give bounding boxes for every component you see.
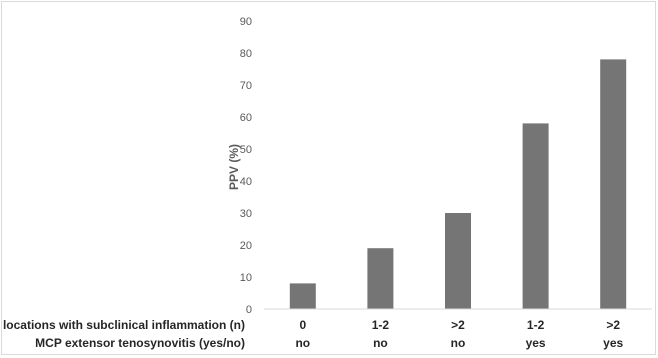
row-label-tenosynovitis: MCP extensor tenosynovitis (yes/no) [35,336,245,350]
category-labels: 0 no 1-2 no >2 no 1-2 yes >2 yes [295,318,623,350]
y-tick-label: 30 [240,208,252,220]
category-label-tenosynovitis: no [451,336,466,350]
category-label-locations: >2 [606,318,620,332]
category-label-locations: 0 [299,318,306,332]
y-tick-label: 60 [240,112,252,124]
y-tick-label: 10 [240,272,252,284]
y-tick-label: 20 [240,240,252,252]
category-label-locations: 1-2 [372,318,390,332]
y-tick-label: 50 [240,144,252,156]
y-axis-ticks: 0 10 20 30 40 50 60 70 80 90 [240,16,252,316]
bar [367,248,394,309]
category-label-tenosynovitis: yes [526,336,546,350]
category-label-locations: >2 [451,318,465,332]
bar [289,283,316,309]
y-axis-label: PPV (%) [227,144,241,190]
category-label-locations: 1-2 [527,318,545,332]
y-tick-label: 70 [240,80,252,92]
y-tick-label: 0 [246,304,252,316]
category-label-tenosynovitis: yes [603,336,623,350]
bar [600,59,627,310]
row-label-locations: locations with subclinical inflammation … [3,318,245,332]
bar [445,213,471,309]
y-tick-label: 90 [240,16,252,28]
bars [289,59,627,310]
y-tick-label: 40 [240,176,252,188]
bar [522,123,549,310]
category-label-tenosynovitis: no [295,336,310,350]
y-tick-label: 80 [240,48,252,60]
category-label-tenosynovitis: no [373,336,388,350]
